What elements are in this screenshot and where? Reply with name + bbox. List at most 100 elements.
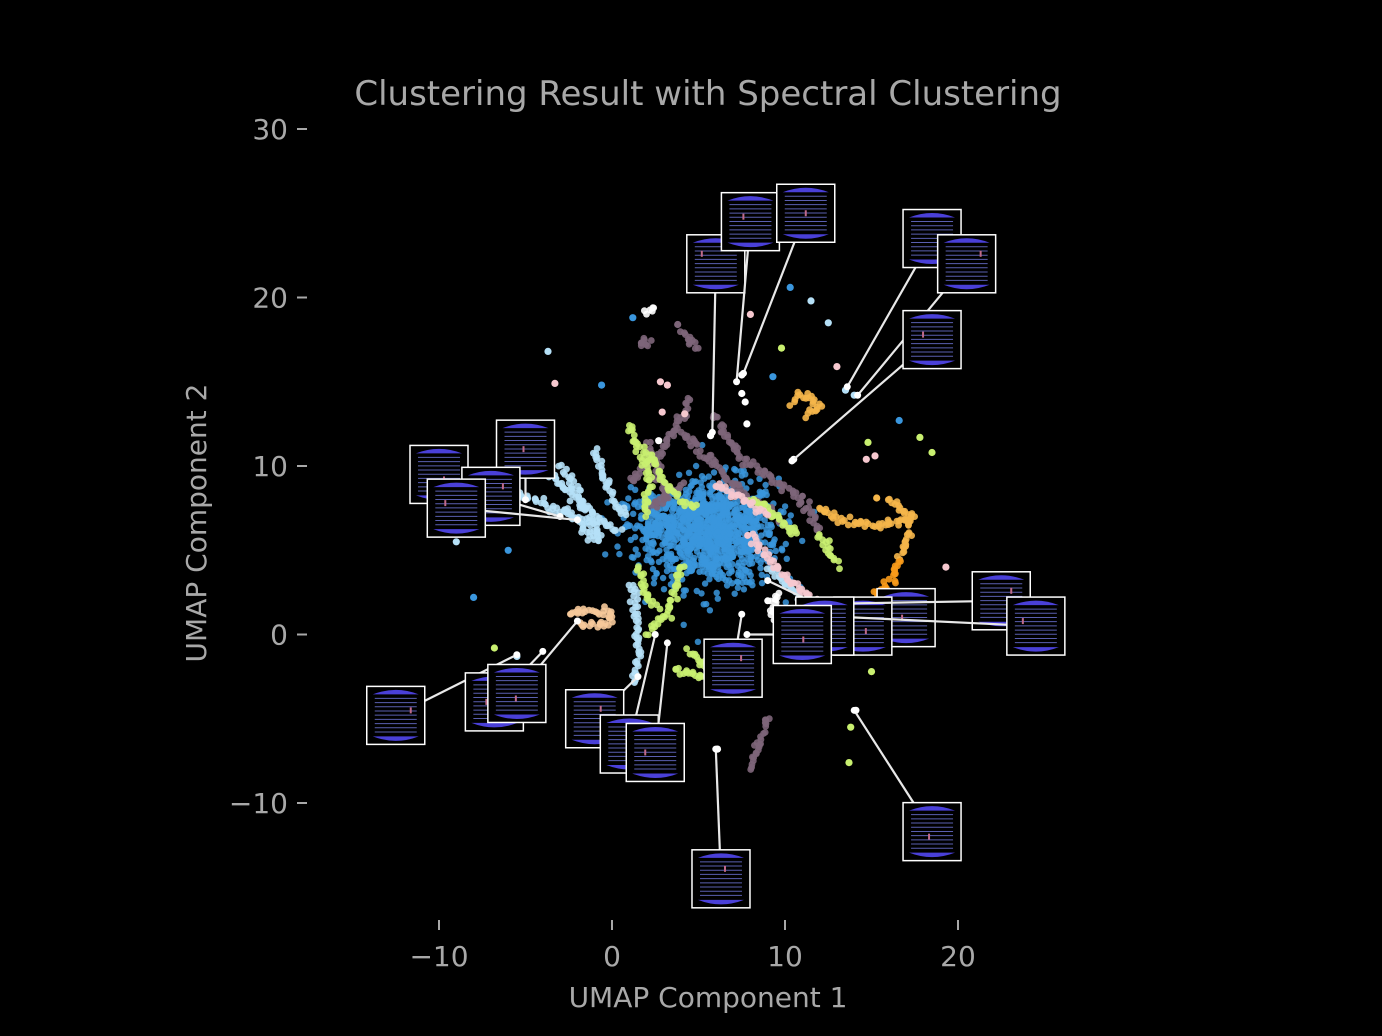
data-point [783, 555, 790, 562]
data-point [765, 551, 773, 558]
data-point [904, 511, 912, 518]
data-point [637, 652, 645, 660]
thumbnail-bottom-band [782, 234, 829, 239]
data-point [645, 631, 652, 639]
thumbnail-marker [1021, 618, 1024, 625]
data-point [645, 522, 652, 530]
data-point [824, 319, 832, 327]
data-point [725, 511, 732, 519]
data-point [634, 565, 642, 572]
data-point [743, 420, 751, 428]
thumbnail [686, 234, 746, 436]
data-point [887, 520, 895, 527]
y-tick-label: 0 [270, 619, 288, 652]
data-point [847, 723, 855, 731]
data-point [816, 524, 824, 532]
data-point [762, 723, 770, 730]
data-point [671, 556, 678, 563]
data-point [676, 507, 683, 514]
thumbnail-marker [979, 250, 982, 257]
data-point [670, 500, 678, 508]
data-point [715, 534, 722, 541]
data-point [722, 519, 729, 526]
data-point [595, 536, 602, 544]
data-point [683, 645, 690, 653]
data-point [632, 486, 639, 493]
thumbnail-marker [901, 614, 904, 621]
data-point [584, 536, 592, 544]
thumbnail-marker [864, 628, 867, 635]
data-point [916, 433, 924, 441]
data-point [679, 536, 687, 543]
data-point [673, 492, 681, 500]
data-point [651, 511, 658, 518]
data-point [730, 442, 737, 450]
data-point [629, 314, 637, 322]
connector-point [539, 647, 547, 655]
data-point [628, 553, 636, 561]
data-point [641, 443, 648, 451]
data-point [718, 555, 725, 562]
thumbnail-bottom-band [433, 529, 480, 534]
data-point [738, 472, 746, 479]
data-point [724, 431, 731, 439]
data-point [645, 476, 653, 484]
connector-point [843, 383, 851, 391]
thumbnail-top-band [782, 187, 829, 193]
data-point [652, 461, 660, 468]
data-point [757, 565, 764, 572]
connector-point [522, 496, 529, 504]
data-point [680, 621, 687, 628]
data-point [758, 571, 765, 579]
thumbnail-bottom-band [697, 899, 744, 905]
data-point [846, 513, 854, 521]
data-point [786, 402, 794, 409]
data-point [747, 540, 755, 548]
image-thumbnails [366, 183, 1066, 909]
data-point [673, 413, 681, 421]
data-point [769, 512, 777, 520]
data-point [719, 571, 727, 579]
data-point [649, 565, 657, 573]
data-point [674, 320, 682, 329]
data-point [796, 500, 803, 508]
data-point [655, 558, 663, 566]
data-point [761, 517, 768, 524]
thumbnail-marker [444, 500, 447, 507]
data-point [787, 579, 795, 587]
x-tick-label: 0 [603, 940, 621, 973]
data-point [729, 561, 736, 568]
data-point [579, 498, 587, 505]
data-point [692, 494, 699, 501]
data-point [636, 523, 644, 530]
data-point [574, 605, 582, 613]
data-point [653, 527, 660, 534]
connector-point [634, 673, 642, 681]
data-point [694, 522, 702, 529]
connector-point [712, 745, 720, 753]
data-point [705, 473, 712, 480]
thumbnail-top-band [909, 314, 956, 319]
thumbnail-bottom-band [493, 714, 540, 719]
x-tick-label: 10 [767, 940, 803, 973]
data-point [656, 547, 663, 554]
data-point [807, 510, 814, 517]
data-point [772, 547, 779, 555]
data-point [636, 443, 643, 451]
data-point [577, 487, 584, 494]
thumbnail-top-band [467, 470, 514, 476]
connector-line [823, 614, 1036, 628]
thumbnail [720, 191, 781, 386]
thumbnail [739, 183, 836, 377]
data-point [780, 509, 787, 516]
thumbnail-top-band [978, 575, 1025, 580]
data-point [781, 503, 789, 510]
data-point [676, 565, 683, 572]
data-point [676, 471, 683, 478]
data-point [686, 523, 694, 531]
data-point [590, 532, 597, 540]
data-point [696, 447, 704, 455]
connector-point [573, 516, 581, 524]
data-point [698, 501, 705, 508]
series-orange [786, 388, 918, 563]
